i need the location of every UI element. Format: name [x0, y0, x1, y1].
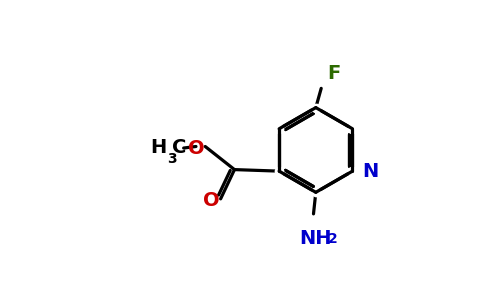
Text: O: O [188, 139, 204, 158]
Text: 2: 2 [328, 232, 338, 246]
Text: C: C [172, 138, 186, 157]
Text: 3: 3 [166, 152, 176, 166]
Text: F: F [327, 64, 341, 83]
Text: H: H [151, 138, 166, 157]
Text: O: O [203, 191, 220, 210]
Text: NH: NH [299, 229, 331, 247]
Text: N: N [363, 162, 379, 182]
